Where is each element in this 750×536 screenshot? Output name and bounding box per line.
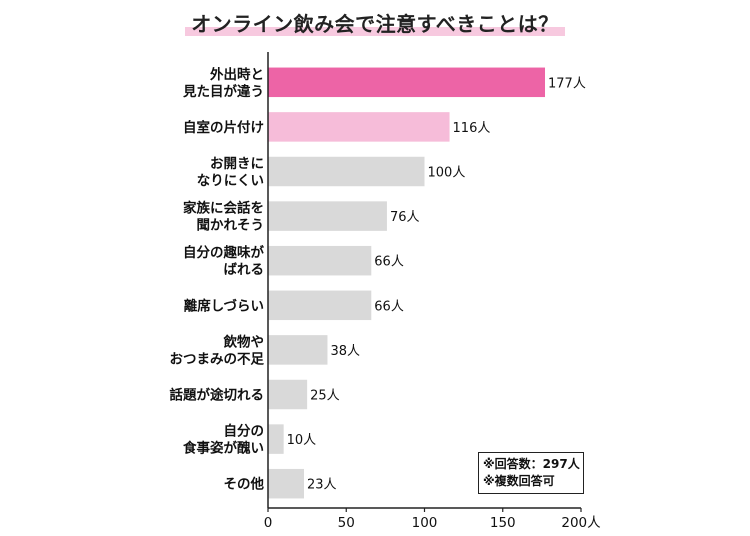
- note-multiple-answers: ※複数回答可: [483, 474, 555, 488]
- response-note: ※回答数：297人 ※複数回答可: [478, 452, 584, 494]
- bar-4: [268, 201, 387, 231]
- x-tick-label-50: 50: [338, 515, 355, 531]
- value-label-4: 76人: [390, 210, 420, 225]
- x-tick-label-150: 150: [490, 515, 516, 531]
- value-label-7: 38人: [330, 344, 360, 359]
- value-label-3: 100人: [428, 166, 466, 181]
- bar-1: [268, 67, 546, 98]
- bar-6: [268, 290, 372, 321]
- chart-title: オンライン飲み会で注意すべきことは？: [185, 8, 565, 39]
- value-label-6: 66人: [374, 299, 404, 314]
- bar-10: [268, 468, 304, 499]
- bar-8: [268, 379, 308, 410]
- x-tick-label-100: 100: [412, 515, 438, 531]
- category-label-6: 離席しづらい: [184, 297, 264, 314]
- value-label-8: 25人: [310, 389, 340, 404]
- category-label-4: 家族に会話を聞かれそう: [183, 200, 264, 234]
- category-label-2: 自室の片付け: [183, 119, 264, 136]
- category-label-9: 自分の食事姿が醜い: [183, 423, 264, 457]
- category-label-8: 話題が途切れる: [170, 387, 265, 404]
- bar-2: [268, 112, 450, 142]
- bar-9: [268, 424, 284, 454]
- note-respondents: ※回答数：297人: [483, 457, 580, 471]
- category-label-10: その他: [224, 476, 265, 493]
- value-label-5: 66人: [374, 255, 404, 270]
- value-label-2: 116人: [453, 121, 491, 136]
- bar-7: [268, 335, 328, 365]
- category-label-7: 飲物やおつまみの不足: [170, 333, 265, 367]
- title-wrap: オンライン飲み会で注意すべきことは？: [0, 8, 750, 39]
- x-tick-label-200: 200人: [561, 515, 601, 531]
- bar-3: [268, 156, 425, 187]
- value-label-9: 10人: [287, 433, 317, 448]
- category-label-5: 自分の趣味がばれる: [183, 244, 264, 278]
- category-label-3: お開きになりにくい: [197, 156, 264, 189]
- bar-5: [268, 245, 372, 276]
- x-tick-label-0: 0: [264, 515, 273, 531]
- category-label-1: 外出時と見た目が違う: [182, 66, 264, 100]
- value-label-1: 177人: [548, 76, 586, 91]
- value-label-10: 23人: [307, 478, 337, 493]
